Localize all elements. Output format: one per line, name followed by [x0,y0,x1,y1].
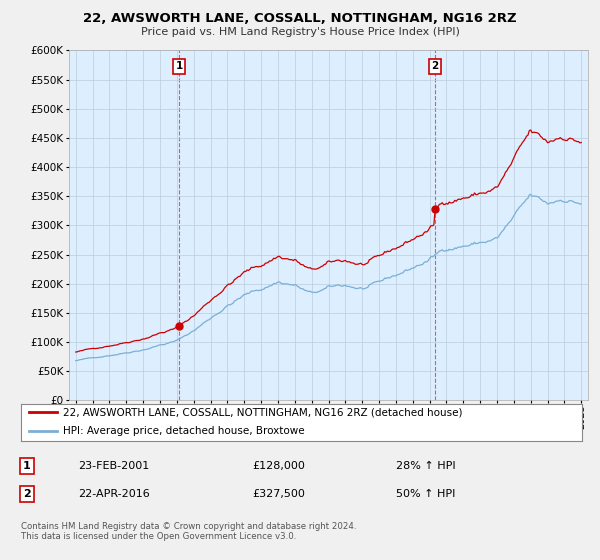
Text: Price paid vs. HM Land Registry's House Price Index (HPI): Price paid vs. HM Land Registry's House … [140,27,460,37]
Text: Contains HM Land Registry data © Crown copyright and database right 2024.
This d: Contains HM Land Registry data © Crown c… [21,522,356,542]
Text: 23-FEB-2001: 23-FEB-2001 [78,461,149,471]
Text: £128,000: £128,000 [252,461,305,471]
Text: 28% ↑ HPI: 28% ↑ HPI [396,461,455,471]
Text: 2: 2 [431,61,439,71]
Text: 22-APR-2016: 22-APR-2016 [78,489,150,499]
Text: 22, AWSWORTH LANE, COSSALL, NOTTINGHAM, NG16 2RZ (detached house): 22, AWSWORTH LANE, COSSALL, NOTTINGHAM, … [63,407,463,417]
Text: 22, AWSWORTH LANE, COSSALL, NOTTINGHAM, NG16 2RZ: 22, AWSWORTH LANE, COSSALL, NOTTINGHAM, … [83,12,517,25]
Text: 2: 2 [23,489,31,499]
Text: £327,500: £327,500 [252,489,305,499]
Text: 1: 1 [176,61,183,71]
Text: HPI: Average price, detached house, Broxtowe: HPI: Average price, detached house, Brox… [63,426,305,436]
Text: 50% ↑ HPI: 50% ↑ HPI [396,489,455,499]
Text: 1: 1 [23,461,31,471]
